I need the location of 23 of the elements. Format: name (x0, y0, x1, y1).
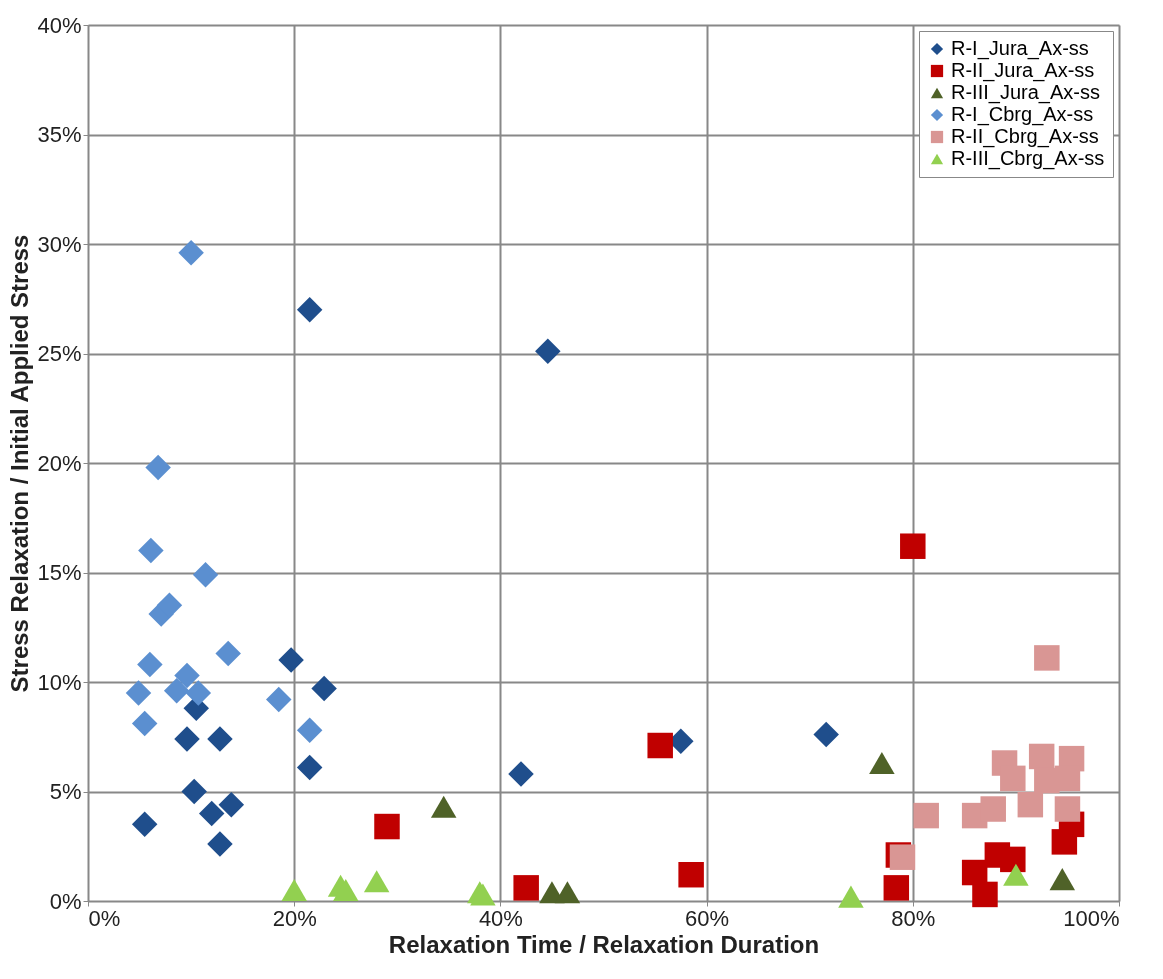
x-axis-title: Relaxation Time / Relaxation Duration (388, 930, 820, 958)
y-tick-label: 35% (37, 122, 82, 147)
x-tick-label: 100% (1063, 905, 1120, 931)
y-tick-label: 40% (37, 12, 82, 38)
x-tick-label: 40% (478, 905, 523, 931)
y-tick-label: 15% (37, 560, 82, 585)
legend-label: R-III_Jura_Ax-ss (951, 81, 1100, 104)
y-tick-label: 20% (37, 450, 82, 476)
y-tick-label: 5% (49, 779, 82, 804)
y-tick-label: 0% (49, 888, 82, 914)
x-tick-label: 80% (891, 905, 936, 931)
legend-label: R-I_Cbrg_Ax-ss (951, 103, 1094, 126)
y-tick-label: 25% (37, 341, 82, 366)
legend-label: R-II_Cbrg_Ax-ss (951, 125, 1099, 148)
y-tick-label: 30% (37, 231, 82, 257)
x-tick-label: 0% (88, 905, 121, 931)
legend-label: R-II_Jura_Ax-ss (951, 59, 1095, 82)
legend-label: R-I_Jura_Ax-ss (951, 37, 1089, 60)
x-tick-label: 60% (685, 905, 730, 931)
x-tick-label: 20% (272, 905, 317, 931)
legend-label: R-III_Cbrg_Ax-ss (951, 147, 1105, 170)
y-tick-label: 10% (37, 669, 82, 695)
y-axis-title: Stress Relaxation / Initial Applied Stress (6, 234, 34, 693)
